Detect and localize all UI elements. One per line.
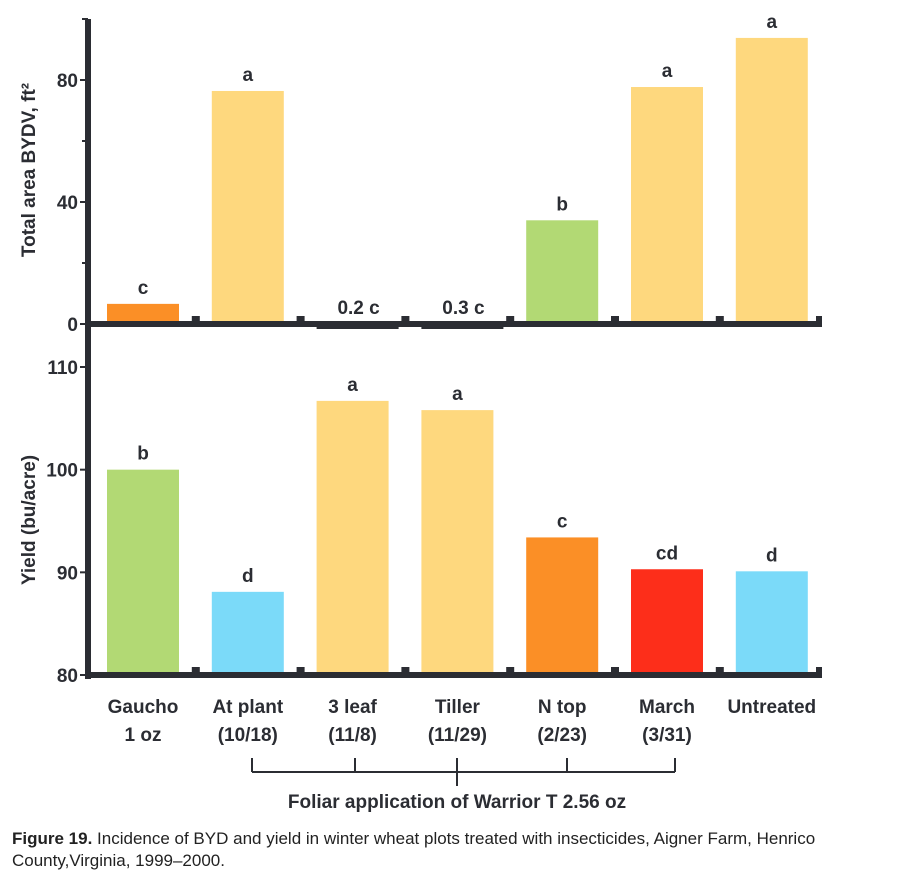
bar-data-label: d (242, 566, 254, 587)
bar-data-label: a (767, 12, 778, 33)
bar-data-label: b (137, 444, 149, 465)
x-category-line2: (11/29) (428, 725, 487, 746)
x-category-line1: Untreated (727, 697, 816, 718)
x-category-line1: Tiller (435, 697, 481, 718)
foliar-bracket (251, 758, 676, 786)
x-category-line2: (11/8) (328, 725, 377, 746)
x-category-line2: (3/31) (642, 725, 692, 746)
bar (735, 37, 808, 321)
bar (316, 400, 389, 672)
x-category-label: N top (2/23) (537, 697, 587, 746)
bar-data-label: 0.3 c (442, 298, 485, 319)
x-tick (191, 667, 200, 675)
x-category-label: March (3/31) (639, 697, 695, 746)
top-chart-bydv-area: 0 40 80 Total area BYDV, ft² c a 0.2 c 0.3 c b a a (19, 12, 822, 367)
x-category-line2: (2/23) (537, 725, 587, 746)
y-tick-label: 110 (47, 358, 78, 379)
x-category-line2: (10/18) (218, 725, 278, 746)
y-axis-label: Yield (bu/acre) (19, 455, 40, 585)
y-tick-label: 80 (57, 71, 78, 92)
group-label: Foliar application of Warrior T 2.56 oz (288, 792, 626, 813)
bar-data-label: b (556, 194, 568, 215)
bottom-chart-yield: 80 90 100 110 Yield (bu/acre) b d a a c cd d (19, 358, 822, 687)
bar-data-label: d (766, 545, 778, 566)
x-tick (715, 316, 724, 324)
bar (107, 469, 179, 672)
x-tick (296, 667, 305, 675)
bar (526, 537, 599, 672)
x-tick (401, 316, 410, 324)
x-category-line1: At plant (212, 697, 283, 718)
x-tick (401, 667, 410, 675)
x-category-line2: 1 oz (125, 725, 162, 746)
bar-data-label: c (557, 511, 568, 532)
y-tick-label: 100 (46, 461, 78, 482)
x-category-line1: N top (538, 697, 587, 718)
caption-text: Incidence of BYD and yield in winter whe… (12, 829, 816, 870)
bar (735, 571, 808, 672)
x-tick (611, 667, 619, 675)
bar-data-label: a (243, 65, 254, 86)
x-category-label: At plant (10/18) (212, 697, 283, 746)
x-category-label: Gaucho 1 oz (108, 697, 179, 746)
x-category-label: Untreated (727, 697, 816, 718)
figure-caption: Figure 19. Incidence of BYD and yield in… (12, 828, 897, 872)
x-tick (506, 667, 515, 675)
caption-label: Figure 19. (12, 829, 93, 848)
x-category-labels: Gaucho 1 oz At plant (10/18) 3 leaf (11/8) Til… (108, 697, 817, 746)
x-category-line1: Gaucho (108, 697, 179, 718)
x-tick (715, 667, 724, 675)
x-tick (191, 316, 200, 324)
x-category-line1: 3 leaf (328, 697, 377, 718)
x-tick (506, 316, 515, 324)
bar-data-label: c (138, 278, 149, 299)
y-tick-label: 0 (67, 315, 78, 336)
y-tick-label: 80 (57, 666, 78, 687)
x-tick (296, 316, 305, 324)
bar (631, 569, 703, 672)
bar (631, 87, 703, 321)
bar-data-label: a (662, 61, 673, 82)
bar (211, 90, 284, 321)
x-category-line1: March (639, 697, 695, 718)
bar-data-label: a (452, 384, 463, 405)
y-axis-label: Total area BYDV, ft² (19, 83, 40, 257)
y-tick-label: 90 (57, 563, 78, 584)
x-tick (816, 667, 822, 675)
x-category-label: Tiller (11/29) (428, 697, 487, 746)
x-category-label: 3 leaf (11/8) (328, 697, 377, 746)
y-tick-label: 40 (57, 193, 78, 214)
bar (421, 410, 494, 672)
bar-data-label: 0.2 c (337, 298, 380, 319)
x-tick (816, 316, 822, 324)
bar (526, 220, 599, 321)
bar-data-label: a (347, 375, 358, 396)
x-tick (611, 316, 619, 324)
bar-data-label: cd (656, 543, 678, 564)
bar (107, 303, 179, 321)
bar (211, 591, 284, 672)
